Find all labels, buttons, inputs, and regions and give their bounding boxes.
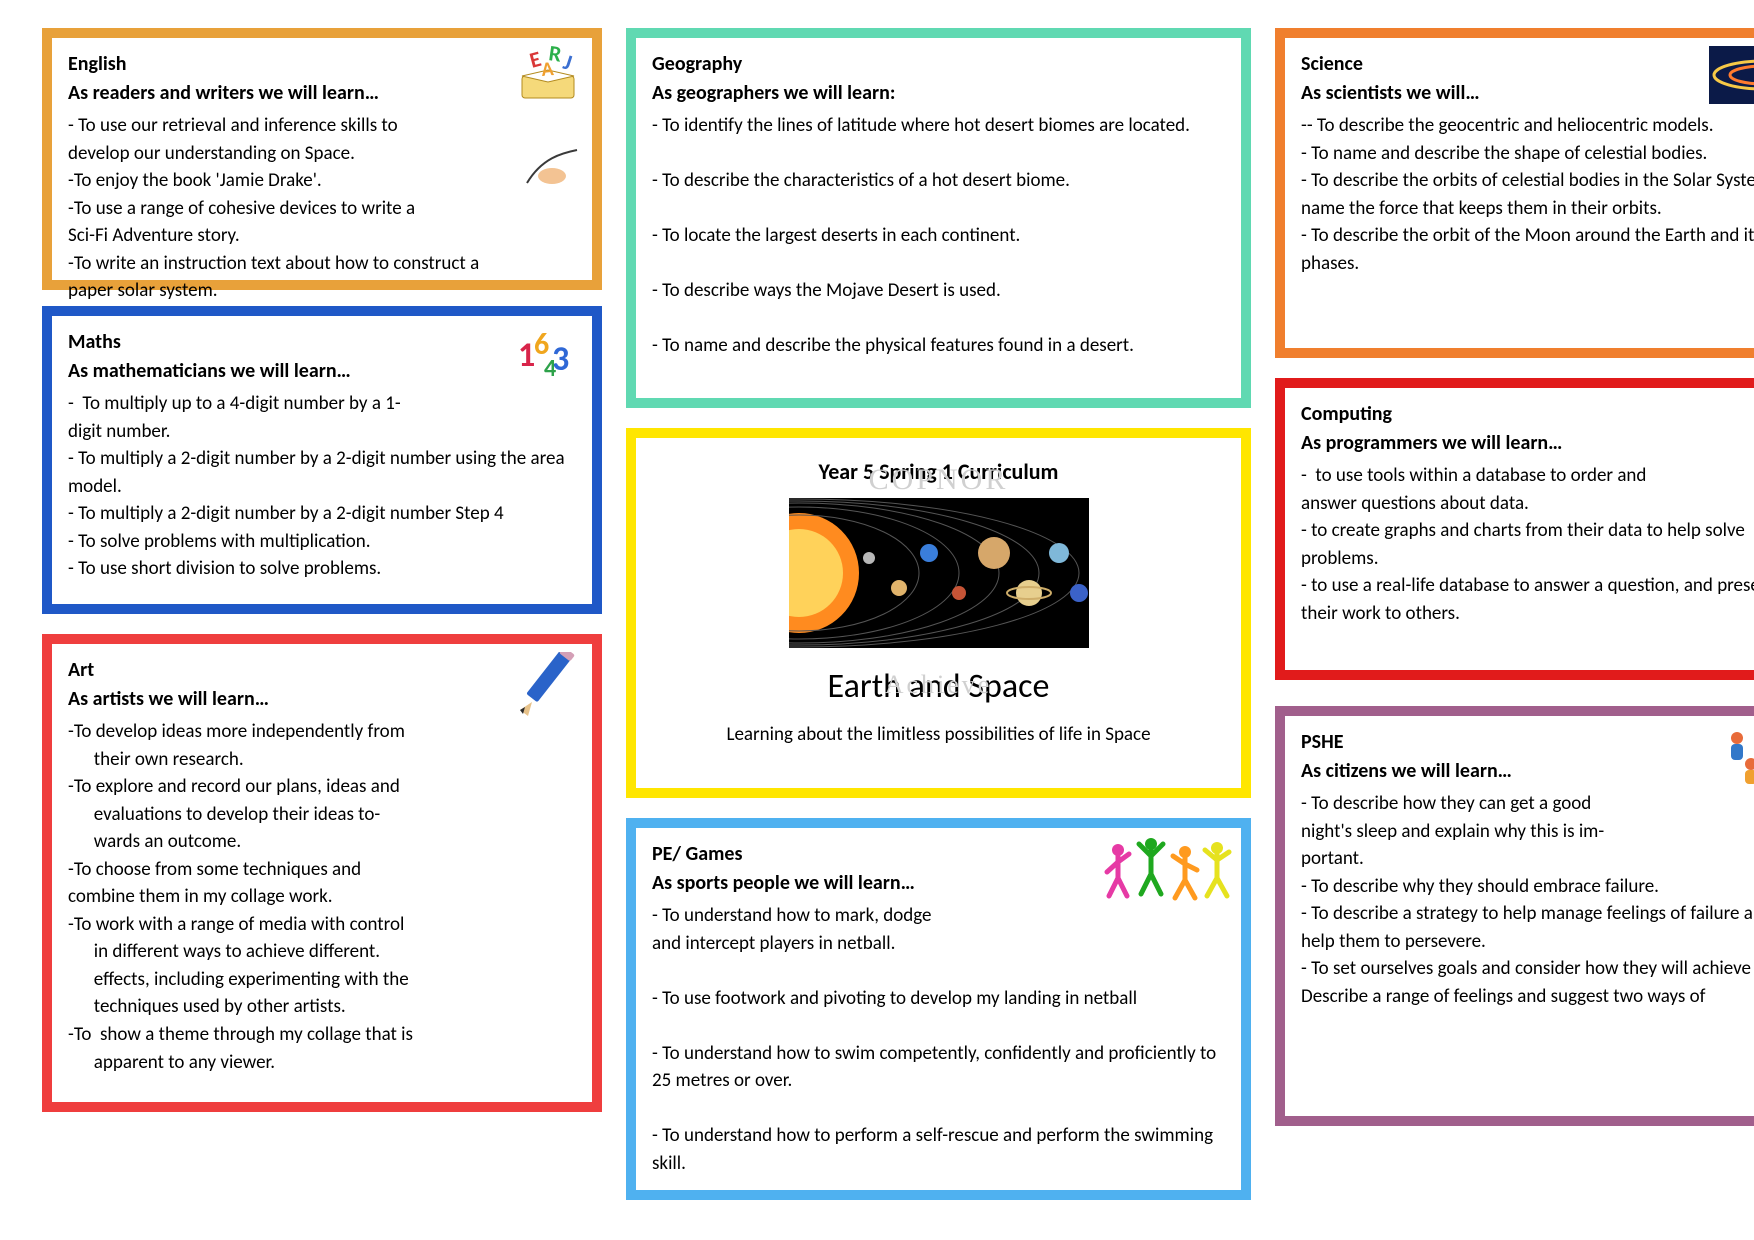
svg-text:4: 4 xyxy=(544,354,556,380)
subject-box-art: Art As artists we will learn… -To develo… xyxy=(42,634,602,1112)
svg-text:J: J xyxy=(560,48,575,76)
book-letters-icon: E R J A xyxy=(512,46,584,113)
subject-body: - To use our retrieval and inference ski… xyxy=(68,112,576,305)
subject-box-science: Science As scientists we will… -- To des… xyxy=(1275,28,1754,358)
subject-box-geography: Geography As geographers we will learn: … xyxy=(626,28,1251,408)
subject-subtitle: As mathematicians we will learn… xyxy=(68,357,576,386)
hero-topic: Earth and Space xyxy=(652,662,1225,711)
subject-subtitle: As readers and writers we will learn… xyxy=(68,79,576,108)
subject-subtitle: As programmers we will learn… xyxy=(1301,429,1754,458)
hero-subcopy: Learning about the limitless possibiliti… xyxy=(652,721,1225,749)
hero-overline: Year 5 Spring 1 Curriculum xyxy=(652,456,1225,488)
subject-box-pshe: PSHE As citizens we will learn… - To des… xyxy=(1275,706,1754,1126)
subject-subtitle: As artists we will learn… xyxy=(68,685,576,714)
subject-title: PSHE xyxy=(1301,728,1754,757)
jumping-kids-icon xyxy=(1103,836,1233,915)
subject-title: Geography xyxy=(652,50,1225,79)
numbers-icon: 1 6 3 4 xyxy=(514,324,584,389)
subject-body: - to use tools within a database to orde… xyxy=(1301,462,1754,627)
hero-box: COPNOR Year 5 Spring 1 Curriculum Achiev… xyxy=(626,428,1251,798)
subject-box-pe: PE/ Games As sports people we will learn… xyxy=(626,818,1251,1200)
subject-body: - To multiply up to a 4-digit number by … xyxy=(68,390,576,583)
subject-box-english: E R J A English As readers and writers w… xyxy=(42,28,602,290)
galaxy-icon xyxy=(1709,46,1754,113)
children-circle-icon xyxy=(1719,724,1754,797)
subject-body: - To identify the lines of latitude wher… xyxy=(652,112,1225,360)
subject-body: -- To describe the geocentric and helioc… xyxy=(1301,112,1754,277)
subject-body: - To understand how to mark, dodge and i… xyxy=(652,902,1225,1177)
subject-subtitle: As scientists we will… xyxy=(1301,79,1754,108)
subject-title: Computing xyxy=(1301,400,1754,429)
subject-title: English xyxy=(68,50,576,79)
subject-box-maths: 1 6 3 4 Maths As mathematicians we will … xyxy=(42,306,602,614)
writing-hand-icon xyxy=(522,148,582,197)
subject-title: Science xyxy=(1301,50,1754,79)
subject-title: Art xyxy=(68,656,576,685)
pencil-icon xyxy=(512,652,584,733)
subject-body: - To describe how they can get a good ni… xyxy=(1301,790,1754,1010)
svg-text:1: 1 xyxy=(518,335,535,376)
subject-box-computing: Computing As programmers we will learn… … xyxy=(1275,378,1754,680)
subject-subtitle: As citizens we will learn… xyxy=(1301,757,1754,786)
subject-title: Maths xyxy=(68,328,576,357)
solar-system-image xyxy=(789,498,1089,648)
subject-subtitle: As geographers we will learn: xyxy=(652,79,1225,108)
subject-body: -To develop ideas more independently fro… xyxy=(68,718,576,1076)
